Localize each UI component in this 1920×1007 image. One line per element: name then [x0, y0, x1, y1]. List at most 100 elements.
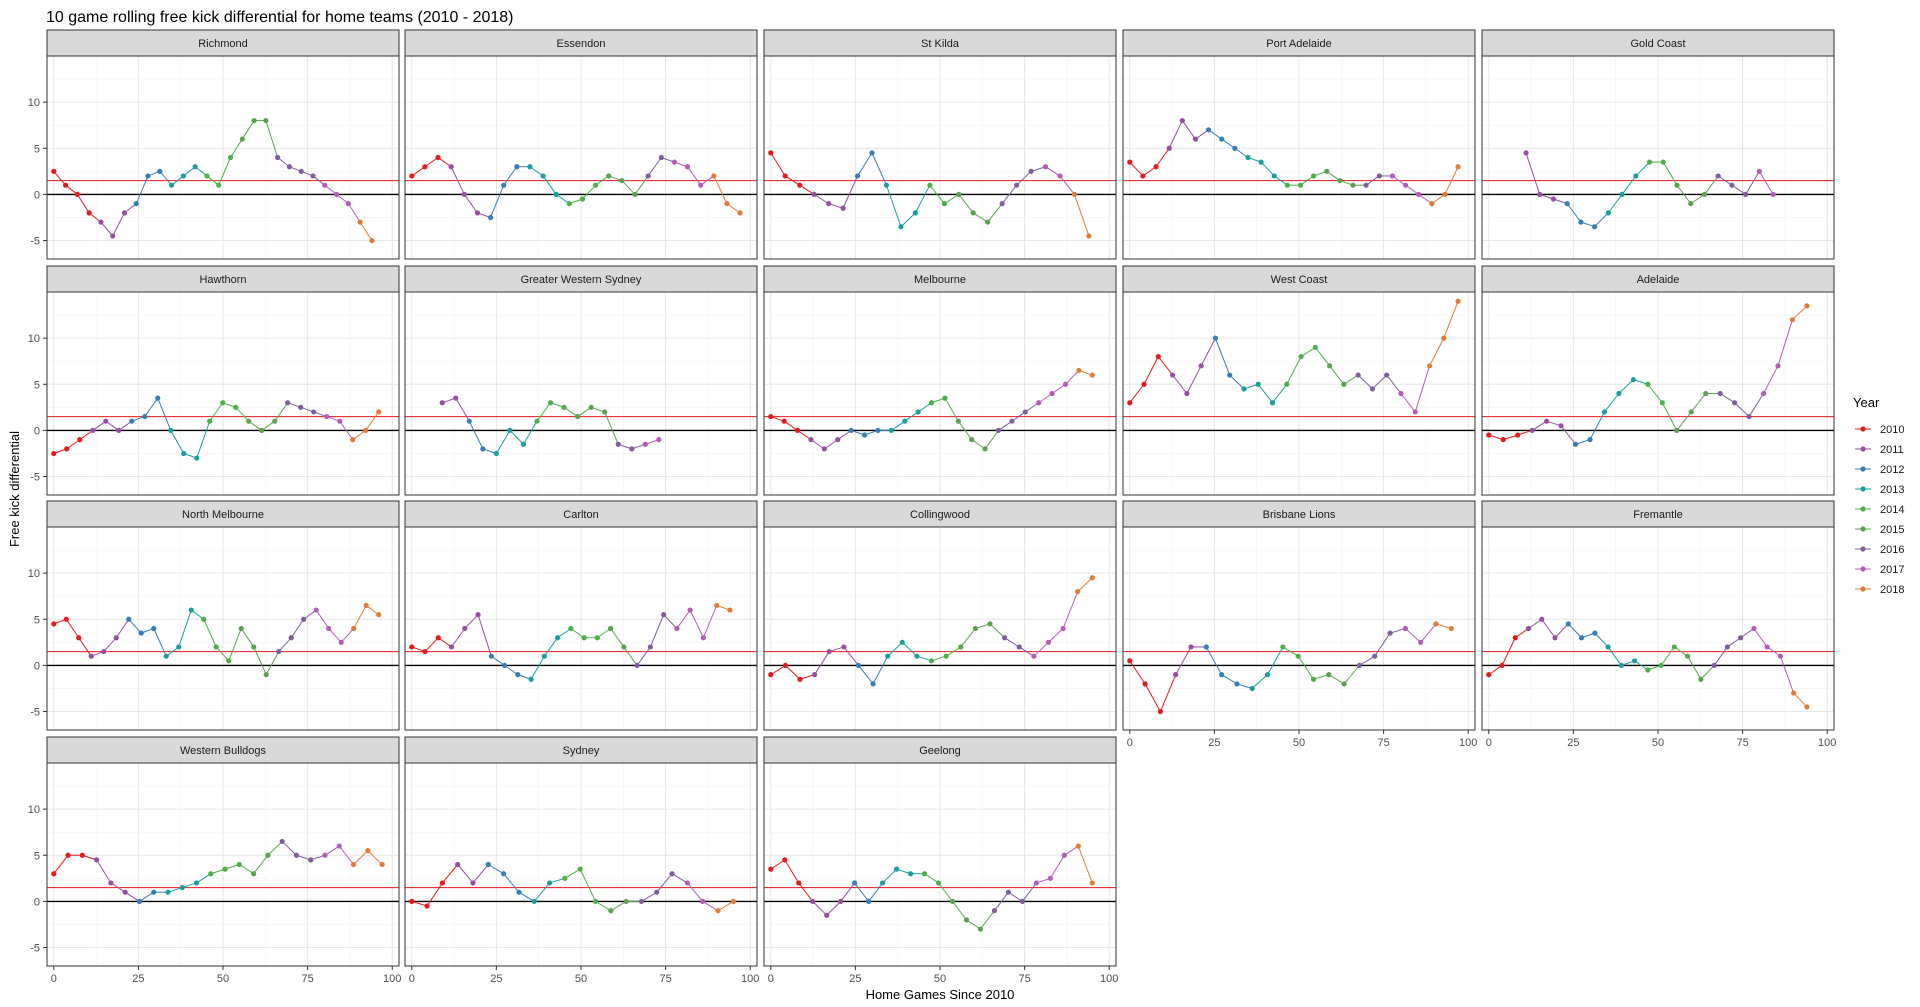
data-point	[1631, 658, 1638, 664]
series-segment	[1779, 656, 1795, 694]
data-point	[301, 616, 307, 622]
series-segment	[726, 203, 741, 214]
data-point	[553, 191, 559, 198]
facet-richmond: Richmond -5 0 5 10	[28, 29, 400, 260]
data-point	[1775, 363, 1781, 369]
data-point	[507, 427, 513, 434]
data-point	[1284, 381, 1290, 387]
data-point	[333, 191, 340, 198]
data-point	[977, 926, 984, 932]
facet-strip	[1481, 500, 1835, 528]
data-point	[1384, 372, 1390, 378]
series-segment	[203, 619, 217, 648]
data-point	[516, 889, 522, 895]
y-tick-label: 5	[34, 143, 40, 155]
data-point	[176, 644, 182, 650]
data-point	[1047, 875, 1053, 881]
series-segment	[1621, 175, 1637, 195]
data-point	[1426, 363, 1433, 369]
series-segment	[253, 854, 269, 875]
facet-strip	[1122, 265, 1476, 293]
data-point	[239, 136, 245, 142]
data-point	[1688, 201, 1694, 207]
data-point	[129, 418, 135, 424]
data-point	[179, 884, 185, 891]
data-point	[540, 173, 546, 179]
legend-item-2017: 2017	[1855, 564, 1904, 576]
legend-key-dot	[1860, 566, 1866, 572]
data-point	[848, 427, 854, 434]
data-point	[869, 150, 875, 156]
series-segment	[1635, 161, 1650, 177]
data-point	[1486, 672, 1492, 678]
data-point	[684, 164, 691, 170]
data-point	[821, 446, 827, 452]
data-point	[1711, 662, 1717, 669]
series-segment	[1594, 212, 1609, 228]
series-segment	[1208, 129, 1222, 140]
series-segment	[424, 637, 439, 652]
series-segment	[124, 891, 140, 902]
series-segment	[634, 175, 649, 195]
y-tick-label: 0	[34, 425, 40, 437]
data-point	[1550, 196, 1557, 202]
data-point	[1249, 685, 1255, 692]
y-tick-label: 10	[28, 97, 40, 109]
series-segment	[686, 882, 704, 902]
series-segment	[1234, 147, 1249, 158]
data-point	[1045, 639, 1052, 645]
series-segment	[468, 420, 484, 450]
data-point	[768, 672, 774, 678]
data-point	[1324, 168, 1330, 174]
data-point	[969, 437, 975, 443]
series-segment	[509, 430, 524, 445]
series-segment	[504, 664, 519, 676]
data-point	[768, 866, 774, 872]
series-segment	[340, 628, 355, 643]
facet-strip	[1481, 265, 1835, 293]
x-tick-label: 50	[934, 973, 946, 985]
data-point	[1572, 441, 1579, 447]
data-point	[1337, 177, 1343, 184]
series-segment	[105, 420, 120, 431]
facet-border	[1481, 291, 1835, 496]
data-point	[379, 861, 385, 868]
series-segment	[1713, 646, 1728, 666]
data-point	[236, 861, 242, 868]
series-segment	[641, 891, 658, 902]
data-point	[935, 880, 942, 886]
series-segment	[1267, 646, 1284, 675]
series-segment	[437, 637, 452, 648]
series-segment	[647, 157, 662, 177]
data-point	[661, 612, 667, 618]
series-segment	[442, 864, 459, 884]
data-point	[466, 418, 472, 424]
data-point	[1350, 182, 1356, 188]
series-segment	[1001, 184, 1018, 204]
series-segment	[1257, 383, 1273, 404]
series-segment	[328, 628, 342, 643]
data-point	[286, 164, 293, 170]
facet-strip	[404, 736, 758, 764]
data-point	[927, 182, 933, 188]
data-point	[826, 648, 832, 655]
series-segment	[290, 618, 305, 639]
data-point	[326, 625, 332, 632]
data-point	[1552, 635, 1558, 641]
data-point	[1601, 409, 1608, 415]
series-segment	[1560, 425, 1576, 445]
data-point	[782, 173, 788, 179]
data-point	[1002, 635, 1008, 641]
data-point	[1564, 201, 1570, 207]
data-point	[1014, 182, 1020, 188]
data-point	[1804, 303, 1810, 309]
facet-border	[1122, 291, 1476, 496]
facet-strip-label: Essendon	[557, 38, 606, 50]
series-segment	[1594, 632, 1609, 648]
y-tick-label: -5	[30, 707, 40, 719]
series-segment	[1229, 374, 1245, 390]
data-point	[1525, 625, 1532, 632]
data-point	[424, 903, 430, 909]
data-point	[852, 880, 858, 886]
